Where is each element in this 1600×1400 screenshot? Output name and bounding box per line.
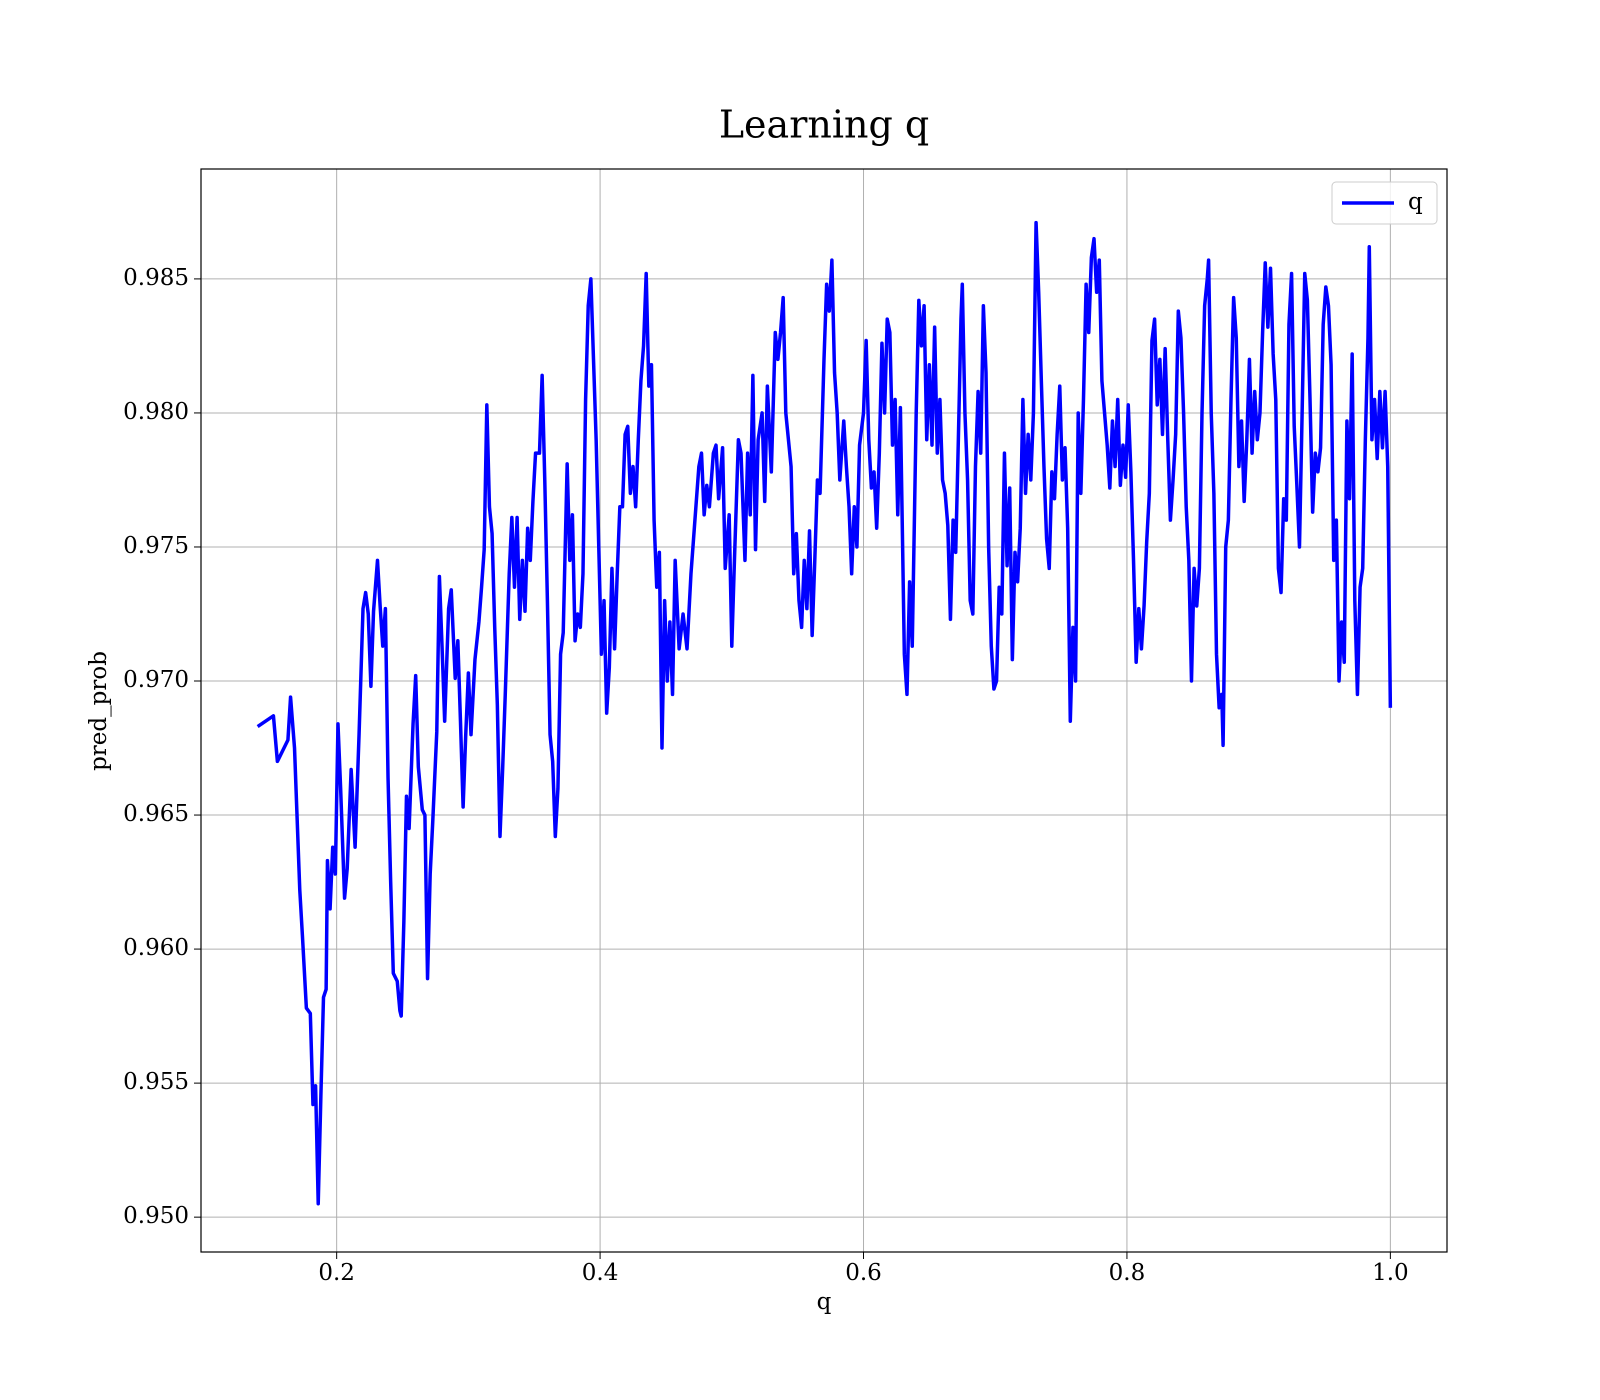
legend: q <box>1331 181 1438 225</box>
data-line <box>256 220 1393 1206</box>
y-tick-label: 0.980 <box>123 399 189 425</box>
plot-frame <box>200 168 1448 1253</box>
y-tick-label: 0.955 <box>123 1069 189 1095</box>
x-tick-label: 0.2 <box>318 1260 355 1286</box>
plot <box>256 220 1393 1206</box>
legend-label: q <box>1408 189 1423 215</box>
y-tick-label: 0.985 <box>123 265 189 291</box>
y-axis-label: pred_prob <box>86 651 112 771</box>
y-tick-label: 0.960 <box>123 935 189 961</box>
x-axis-label: q <box>817 1289 832 1315</box>
x-tick-label: 0.4 <box>582 1260 619 1286</box>
x-tick-label: 0.6 <box>845 1260 882 1286</box>
y-tick-label: 0.950 <box>123 1203 189 1229</box>
y-tick-label: 0.975 <box>123 533 189 559</box>
chart-title: Learning q <box>719 103 929 147</box>
x-tick-label: 1.0 <box>1372 1260 1409 1286</box>
x-tick-label: 0.8 <box>1109 1260 1146 1286</box>
y-tick-label: 0.970 <box>123 667 189 693</box>
y-tick-label: 0.965 <box>123 801 189 827</box>
